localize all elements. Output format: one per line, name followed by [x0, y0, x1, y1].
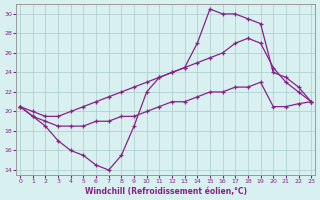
X-axis label: Windchill (Refroidissement éolien,°C): Windchill (Refroidissement éolien,°C) [85, 187, 247, 196]
